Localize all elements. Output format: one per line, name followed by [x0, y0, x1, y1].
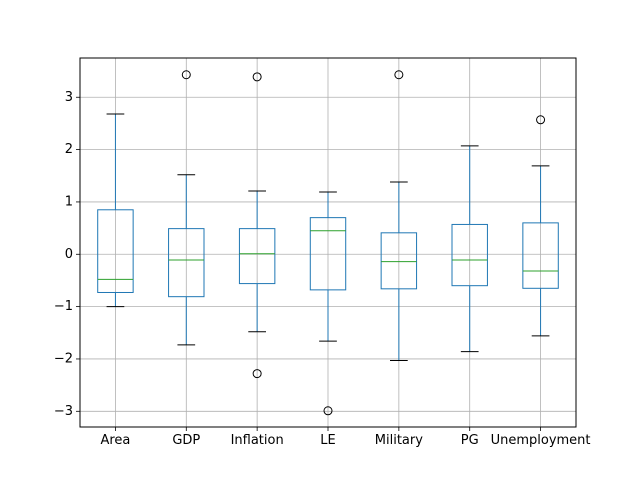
boxes: [97, 70, 559, 416]
y-tick-label: 2: [65, 142, 73, 157]
y-tick-label: 0: [65, 247, 73, 262]
outlier-point: [252, 369, 262, 379]
x-tick-label: GDP: [172, 433, 200, 448]
outlier-point: [181, 70, 191, 80]
x-tick-label: Unemployment: [491, 433, 591, 448]
y-tick-label: 1: [65, 194, 73, 209]
x-tick-label: PG: [461, 433, 479, 448]
outlier-point: [323, 406, 333, 416]
x-tick-label: Military: [375, 433, 423, 448]
box-le: [309, 191, 347, 416]
iqr-box: [522, 222, 559, 289]
y-axis: −3 −2 −1 0 1 2 3: [54, 90, 80, 419]
iqr-box: [238, 228, 276, 285]
x-tick-label: LE: [320, 433, 335, 448]
iqr-box: [380, 232, 418, 290]
outlier-point: [536, 115, 546, 125]
box-pg: [451, 145, 488, 353]
x-axis: Area GDP Inflation LE Military PG Unemployment: [100, 427, 591, 448]
iqr-box: [97, 209, 134, 293]
iqr-box: [451, 223, 488, 287]
y-tick-label: −3: [54, 404, 73, 419]
x-tick-label: Inflation: [231, 433, 284, 448]
box-gdp: [168, 70, 205, 346]
outlier-point: [394, 70, 404, 80]
y-tick-label: 3: [65, 90, 73, 105]
box-inflation: [238, 72, 276, 379]
box-unemployment: [522, 115, 559, 337]
outlier-point: [252, 72, 262, 82]
box-military: [380, 70, 418, 362]
x-tick-label: Area: [100, 433, 130, 448]
y-tick-label: −2: [54, 351, 73, 366]
y-tick-label: −1: [54, 299, 73, 314]
iqr-box: [168, 228, 205, 298]
box-area: [97, 113, 134, 308]
iqr-box: [309, 217, 347, 291]
